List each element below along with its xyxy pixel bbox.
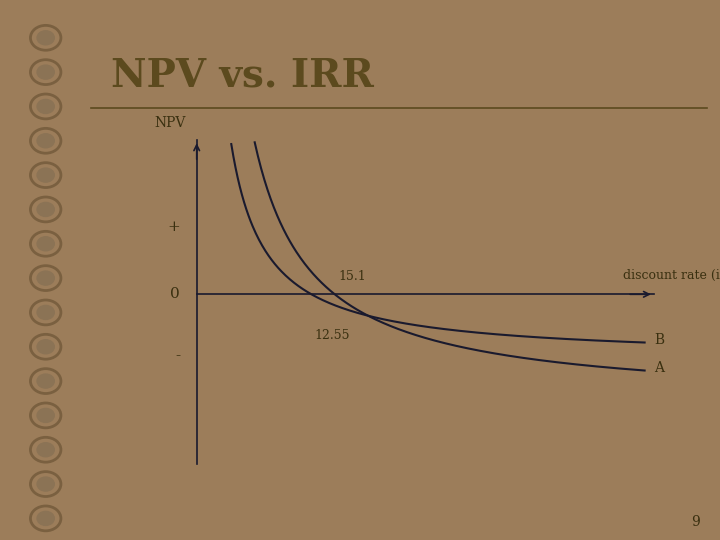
Text: A: A: [654, 361, 665, 375]
Circle shape: [37, 271, 54, 285]
Circle shape: [37, 31, 54, 45]
Text: NPV: NPV: [155, 116, 186, 130]
Circle shape: [37, 511, 54, 525]
Circle shape: [37, 65, 54, 79]
Text: -: -: [175, 349, 180, 363]
Circle shape: [37, 477, 54, 491]
Text: B: B: [654, 333, 665, 347]
Circle shape: [37, 99, 54, 113]
Text: 9: 9: [691, 515, 700, 529]
Text: +: +: [167, 220, 180, 234]
Circle shape: [37, 202, 54, 217]
Circle shape: [37, 237, 54, 251]
Circle shape: [37, 374, 54, 388]
Circle shape: [37, 134, 54, 148]
Circle shape: [37, 306, 54, 320]
Circle shape: [37, 168, 54, 182]
Circle shape: [37, 408, 54, 422]
Circle shape: [37, 443, 54, 457]
Text: 0: 0: [171, 287, 180, 301]
Text: discount rate (i): discount rate (i): [623, 269, 720, 282]
Text: 12.55: 12.55: [315, 329, 350, 342]
Circle shape: [37, 340, 54, 354]
Text: 15.1: 15.1: [338, 271, 366, 284]
Text: NPV vs. IRR: NPV vs. IRR: [111, 57, 374, 94]
